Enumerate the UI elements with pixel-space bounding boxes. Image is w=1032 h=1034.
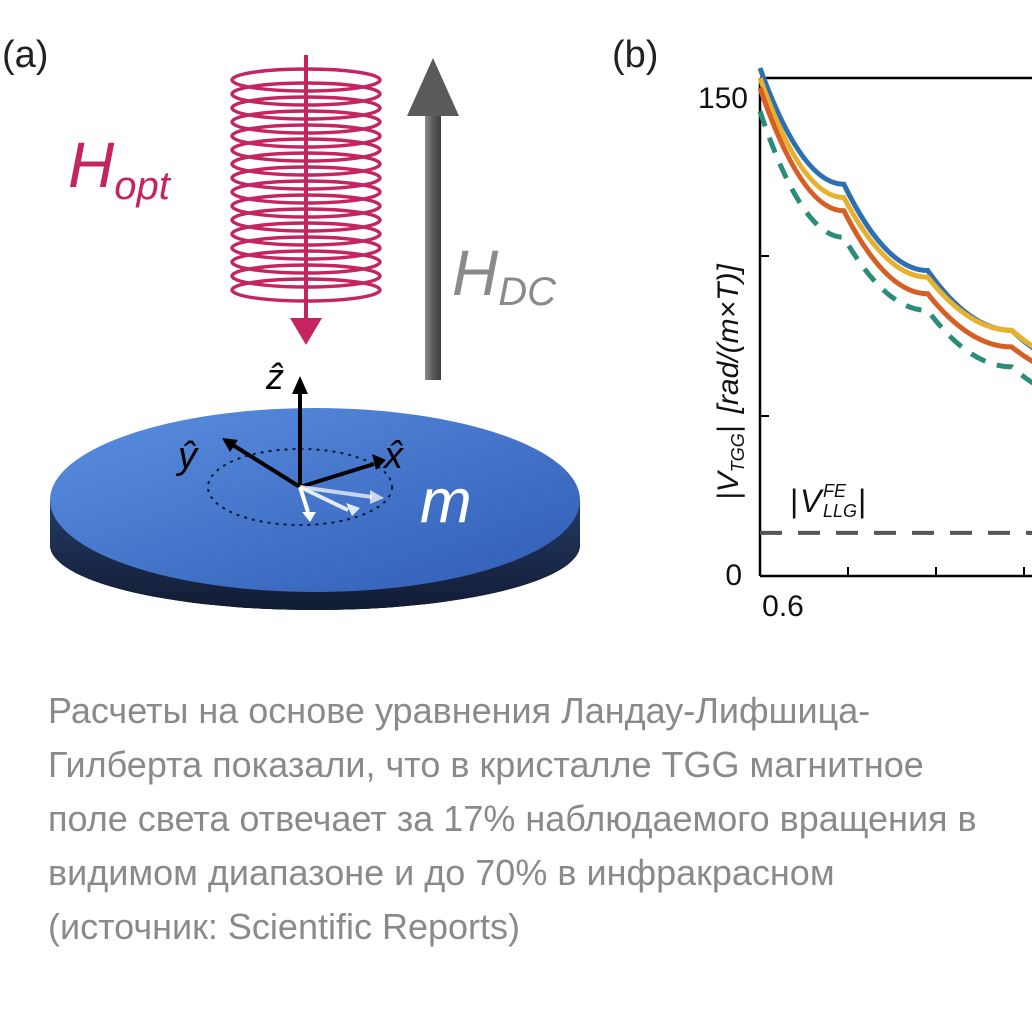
svg-text:|VTGG|[rad/(m×T)]: |VTGG|[rad/(m×T)] [712, 264, 748, 500]
axis-y-label: ŷ [175, 435, 199, 477]
svg-text:|: | [790, 483, 798, 519]
magnetic-disk [50, 408, 580, 610]
magnetization-arrows [298, 485, 384, 522]
h-dc-label: HDC [452, 237, 557, 314]
svg-text:|: | [858, 483, 866, 519]
panel-a-diagram: Hopt HDC ẑ ŷ x̂ [50, 55, 580, 610]
y-tick-label-0: 0 [725, 559, 742, 592]
optical-field-arrowhead [290, 318, 322, 345]
coordinate-axes [222, 376, 386, 489]
moment-label: m [420, 467, 472, 536]
panel-b-chart: 150 0 0.6 |VTGG|[rad/(m×T)] | V FE LLG | [698, 67, 1032, 623]
series-layer [757, 67, 1032, 535]
y-tick-label-150: 150 [698, 82, 748, 115]
axis-x-label: x̂ [382, 435, 405, 477]
series-line [757, 87, 1032, 364]
y-axis-label: |VTGG|[rad/(m×T)] [712, 264, 748, 500]
figure: (a) (b) Hopt HDC [2, 34, 1032, 623]
chart-frame [758, 76, 1032, 578]
h-opt-label: Hopt [68, 129, 172, 208]
svg-text:FE: FE [823, 481, 847, 501]
dc-field-arrowhead [407, 58, 459, 116]
axis-z-label: ẑ [265, 356, 284, 397]
series-line [757, 77, 1032, 349]
llg-annotation: | V FE LLG | [790, 481, 866, 521]
svg-text:LLG: LLG [823, 501, 857, 521]
series-line [757, 67, 1032, 351]
panel-b-label: (b) [612, 34, 659, 76]
figure-caption: Расчеты на основе уравнения Ландау-Лифши… [48, 690, 977, 947]
dc-field-arrow-shaft [425, 110, 441, 380]
svg-text:V: V [800, 483, 824, 519]
series-line [757, 110, 1032, 386]
panel-a-label: (a) [2, 34, 49, 76]
x-tick-label-0-6: 0.6 [762, 590, 804, 623]
